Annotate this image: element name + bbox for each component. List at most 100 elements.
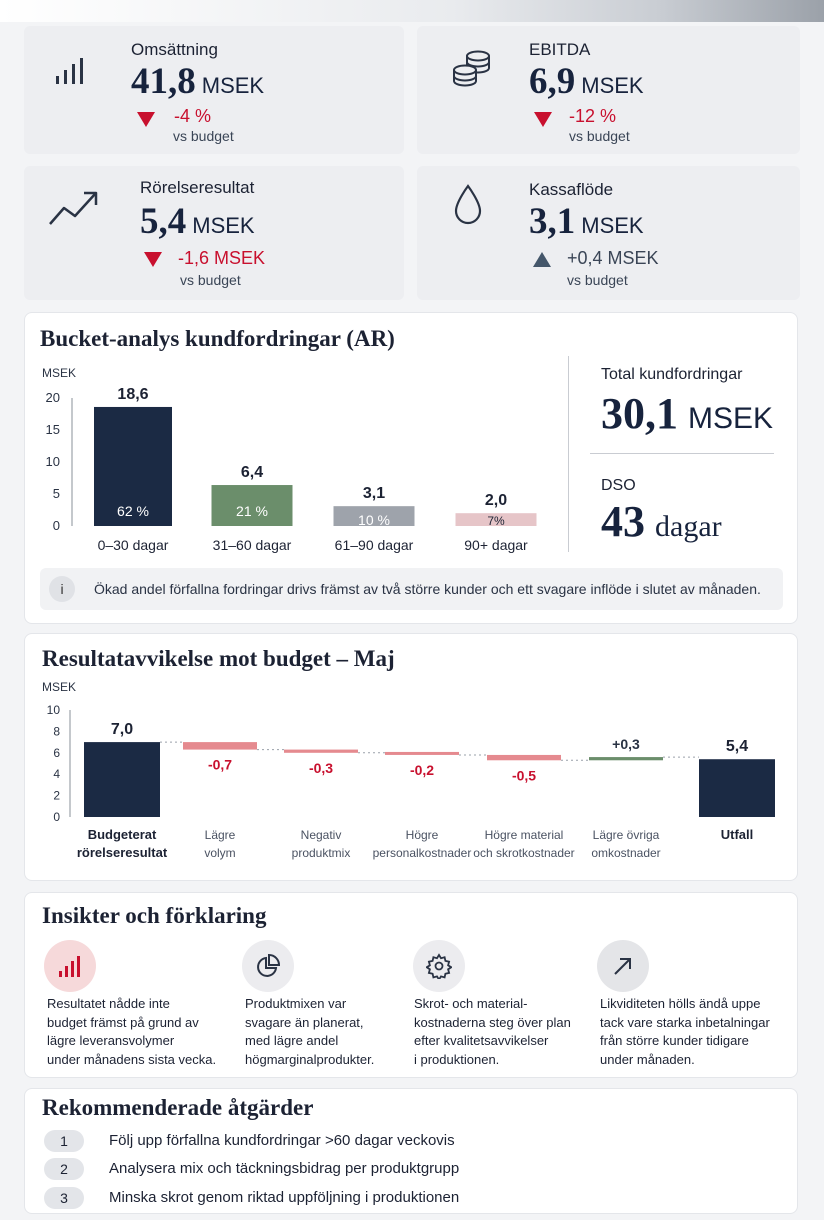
ar-share-label: 7% (487, 514, 505, 528)
ar-share-label: 62 % (117, 503, 149, 519)
bridge-value-label: 7,0 (111, 721, 133, 738)
bridge-category-label: omkostnader (591, 846, 660, 860)
ar-total-value: 30,1 MSEK (601, 388, 773, 439)
bridge-axis-unit: MSEK (42, 680, 77, 694)
bridge-bar (589, 757, 663, 761)
delta-down-icon (534, 112, 552, 127)
bridge-category-label: Budgeterat (88, 827, 157, 842)
insight-icon-1 (44, 940, 96, 992)
kpi-value: 6,9 MSEK (529, 60, 644, 103)
rec-item: Minska skrot genom riktad uppföljning i … (109, 1189, 460, 1206)
bridge-category-label: personalkostnader (373, 846, 472, 860)
ar-bar (94, 406, 172, 526)
kpi-delta: -1,6 MSEK (178, 248, 266, 268)
ar-y-tick: 20 (46, 390, 60, 405)
bridge-y-tick: 6 (53, 746, 60, 760)
kpi-value: 3,1 MSEK (529, 200, 644, 243)
recommendations-panel (24, 1088, 798, 1214)
ar-total-number: 30,1 (601, 389, 678, 438)
insight-text-4: Likviditeten hölls ändå uppe tack vare s… (600, 995, 790, 1069)
bridge-bar (183, 742, 257, 750)
ar-y-tick: 0 (53, 518, 60, 533)
bridge-category-label: Utfall (721, 827, 754, 842)
ar-category-label: 90+ dagar (464, 537, 528, 553)
dso-label: DSO (601, 477, 636, 494)
insight-text-2: Produktmixen var svagare än planerat, me… (245, 995, 415, 1069)
ar-axis-unit: MSEK (42, 366, 77, 380)
bridge-bar (84, 742, 160, 817)
kpi-card-omsattning: Omsättning 41,8 MSEK -4 % vs budget (24, 26, 404, 154)
ar-bar (333, 506, 415, 526)
bridge-title: Resultatavvikelse mot budget – Maj (42, 646, 395, 671)
kpi-label: Rörelseresultat (140, 178, 255, 197)
kpi-card-ebitda: EBITDA 6,9 MSEK -12 % vs budget (417, 26, 800, 154)
bridge-y-tick: 8 (53, 724, 60, 738)
insight-line: från större kunder tidigare (600, 1033, 749, 1048)
ar-total-label: Total kundfordringar (601, 366, 743, 383)
gear-icon (426, 953, 452, 979)
kpi-label: EBITDA (529, 40, 591, 59)
insight-line: under månaden. (600, 1051, 695, 1067)
rec-number: 1 (44, 1130, 84, 1152)
kpi-sub: vs budget (569, 128, 630, 144)
bridge-category-label: och skrotkostnader (473, 846, 574, 860)
kpi-label: Kassaflöde (529, 180, 614, 199)
insight-line: efter kvalitetsavvikelser (414, 1033, 549, 1048)
ar-y-tick: 15 (46, 422, 60, 437)
kpi-card-kassaflode: Kassaflöde 3,1 MSEK +0,4 MSEK vs budget (417, 166, 800, 300)
insight-line: Resultatet nådde inte (47, 996, 170, 1011)
ar-bar (211, 485, 293, 526)
insight-line: svagare än planerat, (245, 1014, 364, 1030)
drop-icon (454, 184, 482, 225)
rec-number: 2 (44, 1158, 84, 1180)
ar-bar (455, 513, 537, 526)
bridge-value-label: -0,3 (309, 760, 333, 776)
insight-icon-4 (597, 940, 649, 992)
kpi-unit: MSEK (201, 73, 265, 98)
bridge-bar (699, 759, 775, 817)
kpi-sub: vs budget (180, 272, 241, 288)
bridge-y-tick: 2 (53, 789, 60, 803)
kpi-unit: MSEK (192, 213, 255, 238)
insight-line: budget främst på grund av (47, 1014, 199, 1030)
bar-chart-icon (56, 58, 83, 84)
kpi-delta: -4 % (174, 106, 212, 126)
bridge-category-label: Lägre övriga (593, 828, 660, 842)
kpi-number: 3,1 (529, 201, 576, 242)
insights-title: Insikter och förklaring (42, 903, 267, 928)
insight-line: med lägre andel (245, 1033, 339, 1048)
dso-number: 43 (601, 497, 645, 546)
bridge-y-tick: 0 (53, 810, 60, 824)
ar-chart: 0 5 10 15 20 18,6 62 % 0–30 dagar 6,4 21 % 31–60 d… (46, 386, 537, 553)
ar-value-label: 2,0 (485, 492, 507, 509)
bridge-value-label: 5,4 (726, 738, 748, 755)
bridge-category-label: Lägre (205, 828, 236, 842)
bridge-bar (284, 749, 358, 753)
top-banner (0, 0, 824, 22)
insight-line: kostnaderna steg över plan (414, 1014, 571, 1030)
ar-divider (568, 356, 569, 552)
bridge-value-label: -0,2 (410, 762, 434, 778)
dso-value: 43 dagar (601, 496, 722, 547)
delta-down-icon (137, 112, 155, 127)
ar-info-bar: i Ökad andel förfallna fordringar drivs … (40, 568, 783, 610)
kpi-delta: -12 % (569, 106, 617, 126)
bar-chart-icon (59, 956, 80, 977)
kpi-number: 41,8 (131, 61, 196, 102)
kpi-number: 5,4 (140, 201, 187, 242)
kpi-value: 5,4 MSEK (140, 200, 255, 243)
info-icon: i (49, 576, 75, 602)
insight-line: i produktionen. (414, 1051, 500, 1067)
insight-icon-3 (413, 940, 465, 992)
ar-category-label: 61–90 dagar (335, 537, 414, 553)
bridge-category-label: Högre material (485, 828, 564, 842)
insight-line: Likviditeten hölls ändå uppe (600, 996, 761, 1011)
insight-line: under månadens sista vecka. (47, 1051, 217, 1067)
insight-line: Produktmixen var (245, 996, 347, 1011)
kpi-sub: vs budget (173, 128, 234, 144)
ar-title: Bucket-analys kundfordringar (AR) (40, 326, 395, 351)
kpi-card-rorelseresultat: Rörelseresultat 5,4 MSEK -1,6 MSEK vs bud… (24, 166, 404, 300)
kpi-sub: vs budget (567, 272, 628, 288)
bridge-category-label: Negativ (301, 828, 342, 842)
ar-value-label: 18,6 (117, 386, 148, 403)
